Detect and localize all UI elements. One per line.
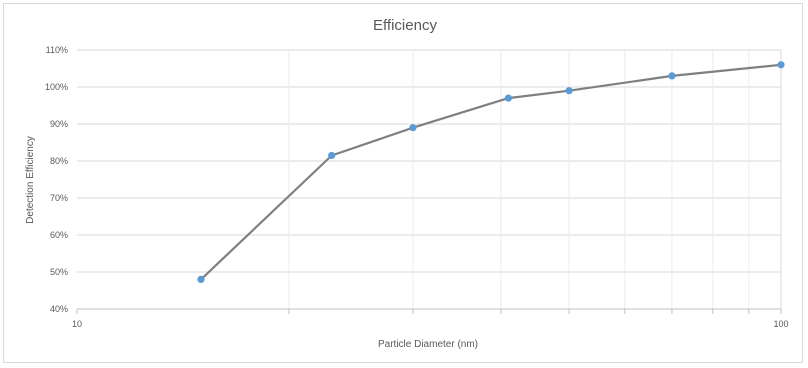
x-tick-label: 10	[72, 319, 82, 329]
y-tick-label: 100%	[45, 82, 68, 92]
y-tick-label: 60%	[50, 230, 68, 240]
series-line	[200, 63, 782, 281]
data-point	[409, 124, 417, 132]
y-axis-ticks: 40% 50% 60% 70% 80% 90% 100% 110%	[45, 45, 68, 314]
y-tick-label: 40%	[50, 304, 68, 314]
data-point	[504, 94, 512, 102]
y-tick-label: 90%	[50, 119, 68, 129]
data-point	[565, 87, 573, 95]
data-point	[777, 61, 785, 69]
y-tick-label: 110%	[46, 45, 68, 55]
chart-title: Efficiency	[373, 17, 437, 34]
y-tick-label: 80%	[50, 156, 68, 166]
grid-lines	[76, 49, 782, 314]
data-point	[328, 151, 336, 160]
x-axis-ticks: 10 100	[72, 319, 789, 329]
y-axis-title: Detection Efficiency	[25, 136, 36, 224]
series-group	[197, 61, 785, 283]
data-point	[197, 275, 205, 283]
y-tick-label: 70%	[50, 193, 68, 203]
x-tick-label: 100	[773, 319, 788, 329]
x-axis-title: Particle Diameter (nm)	[378, 339, 478, 350]
data-point	[668, 72, 676, 80]
y-tick-label: 50%	[50, 267, 68, 277]
chart-frame	[3, 3, 803, 363]
